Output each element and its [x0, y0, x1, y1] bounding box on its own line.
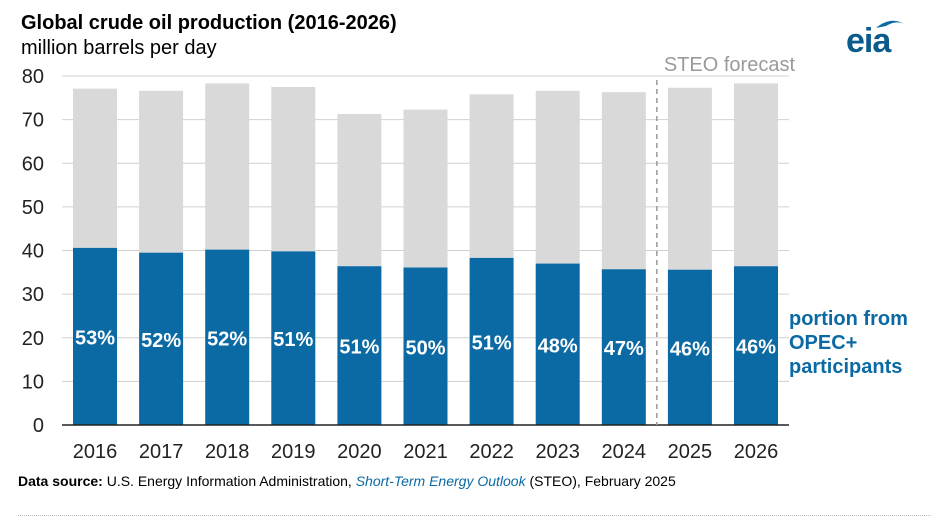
y-tick-label: 60 [22, 153, 44, 175]
y-tick-label: 50 [22, 197, 44, 219]
x-tick-label: 2024 [602, 441, 647, 463]
share-label: 46% [670, 338, 710, 360]
y-tick-label: 10 [22, 371, 44, 393]
share-label: 51% [472, 332, 512, 354]
share-label: 53% [75, 327, 115, 349]
bar-non-opec [667, 87, 712, 270]
footer-label: Data source: [18, 473, 103, 489]
footer-publication: Short-Term Energy Outlook [355, 473, 526, 489]
footer-divider [18, 515, 931, 516]
bar-non-opec [601, 92, 646, 270]
y-tick-label: 20 [22, 328, 44, 350]
share-label: 50% [405, 337, 445, 359]
x-tick-label: 2023 [535, 441, 580, 463]
share-label: 51% [339, 337, 379, 359]
x-tick-label: 2021 [403, 441, 448, 463]
opec-annotation: portion from OPEC+ participants [789, 308, 908, 378]
bar-non-opec [734, 83, 778, 267]
bar-non-opec [337, 113, 382, 267]
bar-opec [403, 267, 448, 425]
y-tick-label: 80 [22, 66, 44, 88]
share-label: 46% [736, 337, 776, 359]
bar-opec [601, 269, 646, 425]
footer-source: Data source: U.S. Energy Information Adm… [18, 473, 676, 489]
bar-chart: 0 10 20 30 40 50 60 70 80 53% 2016 52% 2017 52% 2018 51… [22, 54, 796, 463]
chart-subtitle: million barrels per day [21, 37, 217, 59]
y-tick-label: 30 [22, 284, 44, 306]
x-tick-label: 2026 [734, 441, 779, 463]
x-tick-label: 2020 [337, 441, 382, 463]
share-label: 47% [604, 338, 644, 360]
bar-opec [139, 252, 184, 425]
bar-opec [205, 249, 250, 425]
bar-opec [734, 266, 778, 425]
bar-opec [337, 266, 382, 425]
bar-non-opec [271, 86, 316, 252]
bar-opec [535, 263, 580, 425]
x-tick-label: 2019 [271, 441, 316, 463]
forecast-label: STEO forecast [664, 54, 796, 76]
bar-non-opec [403, 109, 448, 268]
y-tick-label: 0 [33, 415, 44, 437]
x-tick-label: 2022 [469, 441, 514, 463]
bar-non-opec [139, 90, 184, 253]
footer-text2: (STEO), February 2025 [525, 473, 676, 489]
share-label: 52% [141, 330, 181, 352]
share-label: 52% [207, 328, 247, 350]
footer-text1: U.S. Energy Information Administration, [102, 473, 356, 489]
share-label: 48% [538, 335, 578, 357]
bar-non-opec [73, 88, 117, 248]
share-label: 51% [273, 329, 313, 351]
x-tick-label: 2025 [668, 441, 713, 463]
x-tick-label: 2018 [205, 441, 250, 463]
eia-swoosh-icon [876, 20, 904, 28]
chart-title: Global crude oil production (2016-2026) [21, 12, 397, 34]
eia-logo: eia [846, 16, 908, 62]
y-tick-label: 40 [22, 241, 44, 263]
bar-opec [667, 269, 712, 425]
bar-opec [469, 257, 514, 425]
bar-non-opec [205, 83, 250, 250]
eia-logo-text: eia [846, 22, 891, 60]
x-tick-label: 2016 [73, 441, 118, 463]
bar-non-opec [535, 90, 580, 264]
bar-opec [271, 251, 316, 425]
bar-opec [73, 247, 117, 425]
x-tick-label: 2017 [139, 441, 184, 463]
y-tick-label: 70 [22, 110, 44, 132]
bar-non-opec [469, 94, 514, 258]
